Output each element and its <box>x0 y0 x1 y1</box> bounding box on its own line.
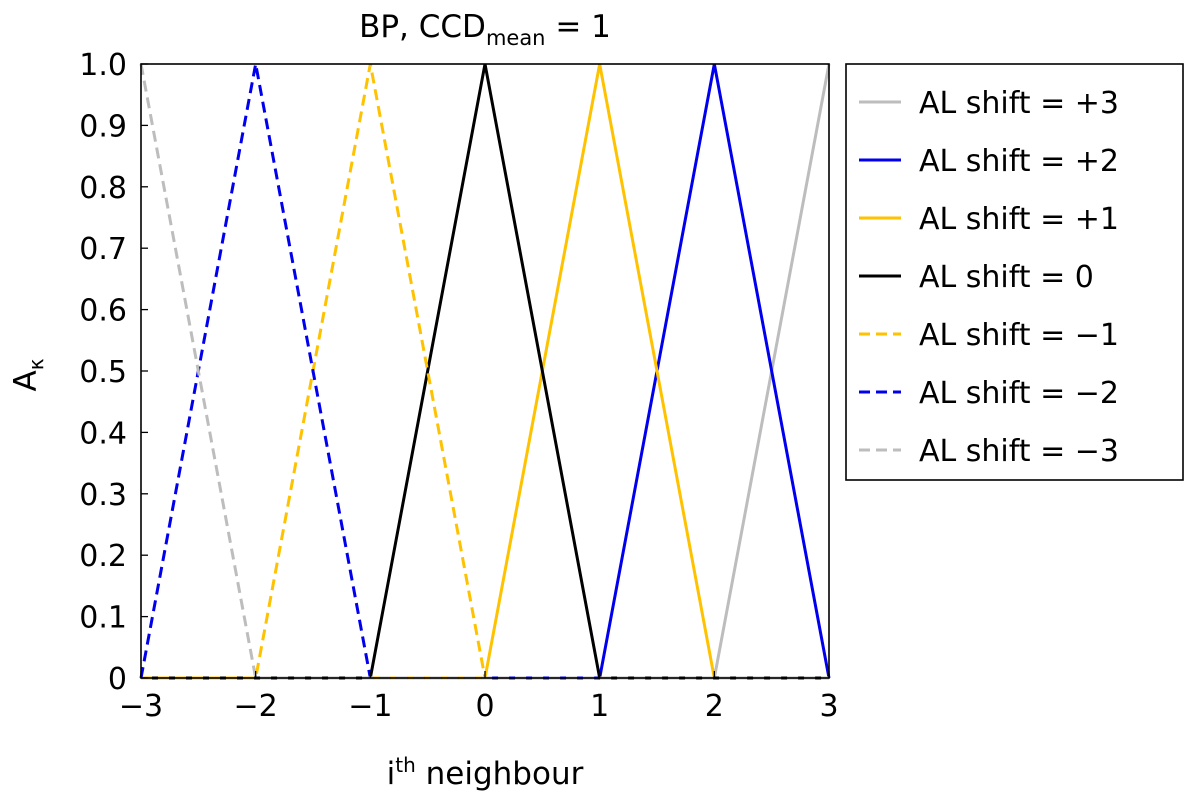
y-tick-label: 0.2 <box>79 539 127 574</box>
y-tick-label: 0.5 <box>79 355 127 390</box>
y-tick-label: 0.9 <box>79 109 127 144</box>
y-axis-label-base: A <box>8 370 44 391</box>
y-tick-label: 0.3 <box>79 478 127 513</box>
y-tick-label: 0.6 <box>79 294 127 329</box>
series-line-2 <box>141 63 831 680</box>
legend-label: AL shift = −3 <box>919 434 1119 469</box>
y-axis-label: Aκ <box>8 358 48 391</box>
legend-label: AL shift = +3 <box>919 86 1119 121</box>
legend-label: AL shift = −2 <box>919 376 1119 411</box>
y-tick-label: 0.8 <box>79 171 127 206</box>
plot-frame <box>140 63 830 679</box>
y-tick-label: 0.4 <box>79 416 127 451</box>
legend-box <box>845 63 1184 481</box>
x-axis-label-base: i <box>387 756 396 792</box>
x-axis-label-rest: neighbour <box>416 756 584 792</box>
tick-layer: −3 −2 −1 0 1 2 3 0 0.1 0.2 0.3 0.4 0.5 0.6 0.7 0.8 0.9 1.… <box>79 48 838 724</box>
legend-label: AL shift = +1 <box>919 202 1119 237</box>
x-tick-label: 1 <box>590 689 609 724</box>
series-line-5 <box>141 63 829 680</box>
x-axis-label-superscript: th <box>395 753 416 777</box>
y-tick-label: 0 <box>108 662 127 697</box>
series-line-7 <box>139 63 829 680</box>
series-line-3 <box>141 63 829 680</box>
legend-label: AL shift = −1 <box>919 318 1119 353</box>
y-axis-label-subscript: κ <box>24 358 48 370</box>
series-line-6 <box>139 63 829 680</box>
series-layer <box>139 63 831 680</box>
series-line-1 <box>141 63 831 680</box>
y-tick-label: 1.0 <box>79 48 127 83</box>
x-tick-label: 3 <box>819 689 838 724</box>
legend: AL shift = +3 AL shift = +2 AL shift = +1 A… <box>845 63 1184 481</box>
chart-title: BP, CCDmean = 1 <box>359 9 611 50</box>
legend-label: AL shift = 0 <box>919 260 1094 295</box>
x-tick-label: −2 <box>234 689 278 724</box>
x-axis-label: ith neighbour <box>387 753 584 792</box>
chart-title-suffix: = 1 <box>546 9 611 45</box>
series-line-4 <box>141 63 829 680</box>
y-tick-label: 0.1 <box>79 601 127 636</box>
chart-title-prefix: BP, CCD <box>359 9 486 45</box>
chart-title-subscript: mean <box>486 26 546 50</box>
x-tick-label: 0 <box>475 689 494 724</box>
y-tick-label: 0.7 <box>79 232 127 267</box>
x-tick-label: −3 <box>119 689 163 724</box>
legend-label: AL shift = +2 <box>919 144 1119 179</box>
x-tick-label: −1 <box>348 689 392 724</box>
x-tick-label: 2 <box>705 689 724 724</box>
